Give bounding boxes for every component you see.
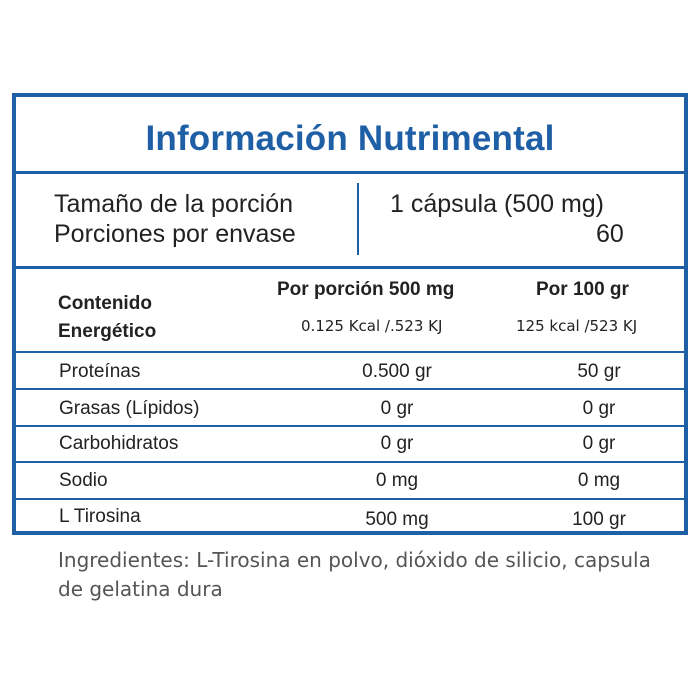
serving-divider [357, 183, 359, 255]
row-divider [16, 425, 684, 427]
serving-size-label: Tamaño de la porción [54, 190, 294, 218]
nutrient-per-100g: 0 mg [577, 470, 621, 491]
nutrient-per-serving: 500 mg [365, 509, 429, 530]
nutrient-per-serving: 0 gr [380, 433, 414, 454]
serving-size-value: 1 cápsula (500 mg) [390, 190, 605, 218]
row-divider [16, 461, 684, 463]
nutrient-per-serving: 0 gr [380, 398, 414, 419]
servings-per-container-label: Porciones por envase [54, 220, 296, 248]
row-divider [16, 388, 684, 390]
nutrient-per-100g: 100 gr [572, 509, 626, 530]
divider [16, 266, 684, 269]
energy-label-line1: Contenido [58, 293, 152, 314]
energy-per-serving: 0.125 Kcal /.523 KJ [301, 317, 443, 335]
nutrient-label: Proteínas [59, 361, 141, 382]
divider [16, 171, 684, 174]
row-divider [16, 351, 684, 353]
ingredients-text: Ingredientes: L-Tirosina en polvo, dióxi… [58, 548, 651, 601]
energy-label-line2: Energético [58, 321, 157, 342]
nutrient-label: L Tirosina [59, 506, 141, 527]
nutrient-per-serving: 0.500 gr [362, 361, 432, 382]
energy-per-100g: 125 kcal /523 KJ [516, 317, 638, 335]
column-header-per-serving: Por porción 500 mg [277, 279, 455, 300]
servings-per-container-value: 60 [596, 220, 624, 248]
nutrition-facts-panel: Información Nutrimental Tamaño de la por… [12, 93, 688, 535]
nutrient-per-100g: 0 gr [582, 398, 616, 419]
nutrient-per-100g: 50 gr [577, 361, 621, 382]
row-divider [16, 498, 684, 500]
nutrient-per-serving: 0 mg [375, 470, 419, 491]
panel-title: Información Nutrimental [145, 119, 555, 158]
nutrient-per-100g: 0 gr [582, 433, 616, 454]
nutrient-label: Sodio [59, 470, 108, 491]
column-header-per-100g: Por 100 gr [536, 279, 629, 300]
nutrient-label: Carbohidratos [59, 433, 179, 454]
nutrient-label: Grasas (Lípidos) [59, 398, 200, 419]
